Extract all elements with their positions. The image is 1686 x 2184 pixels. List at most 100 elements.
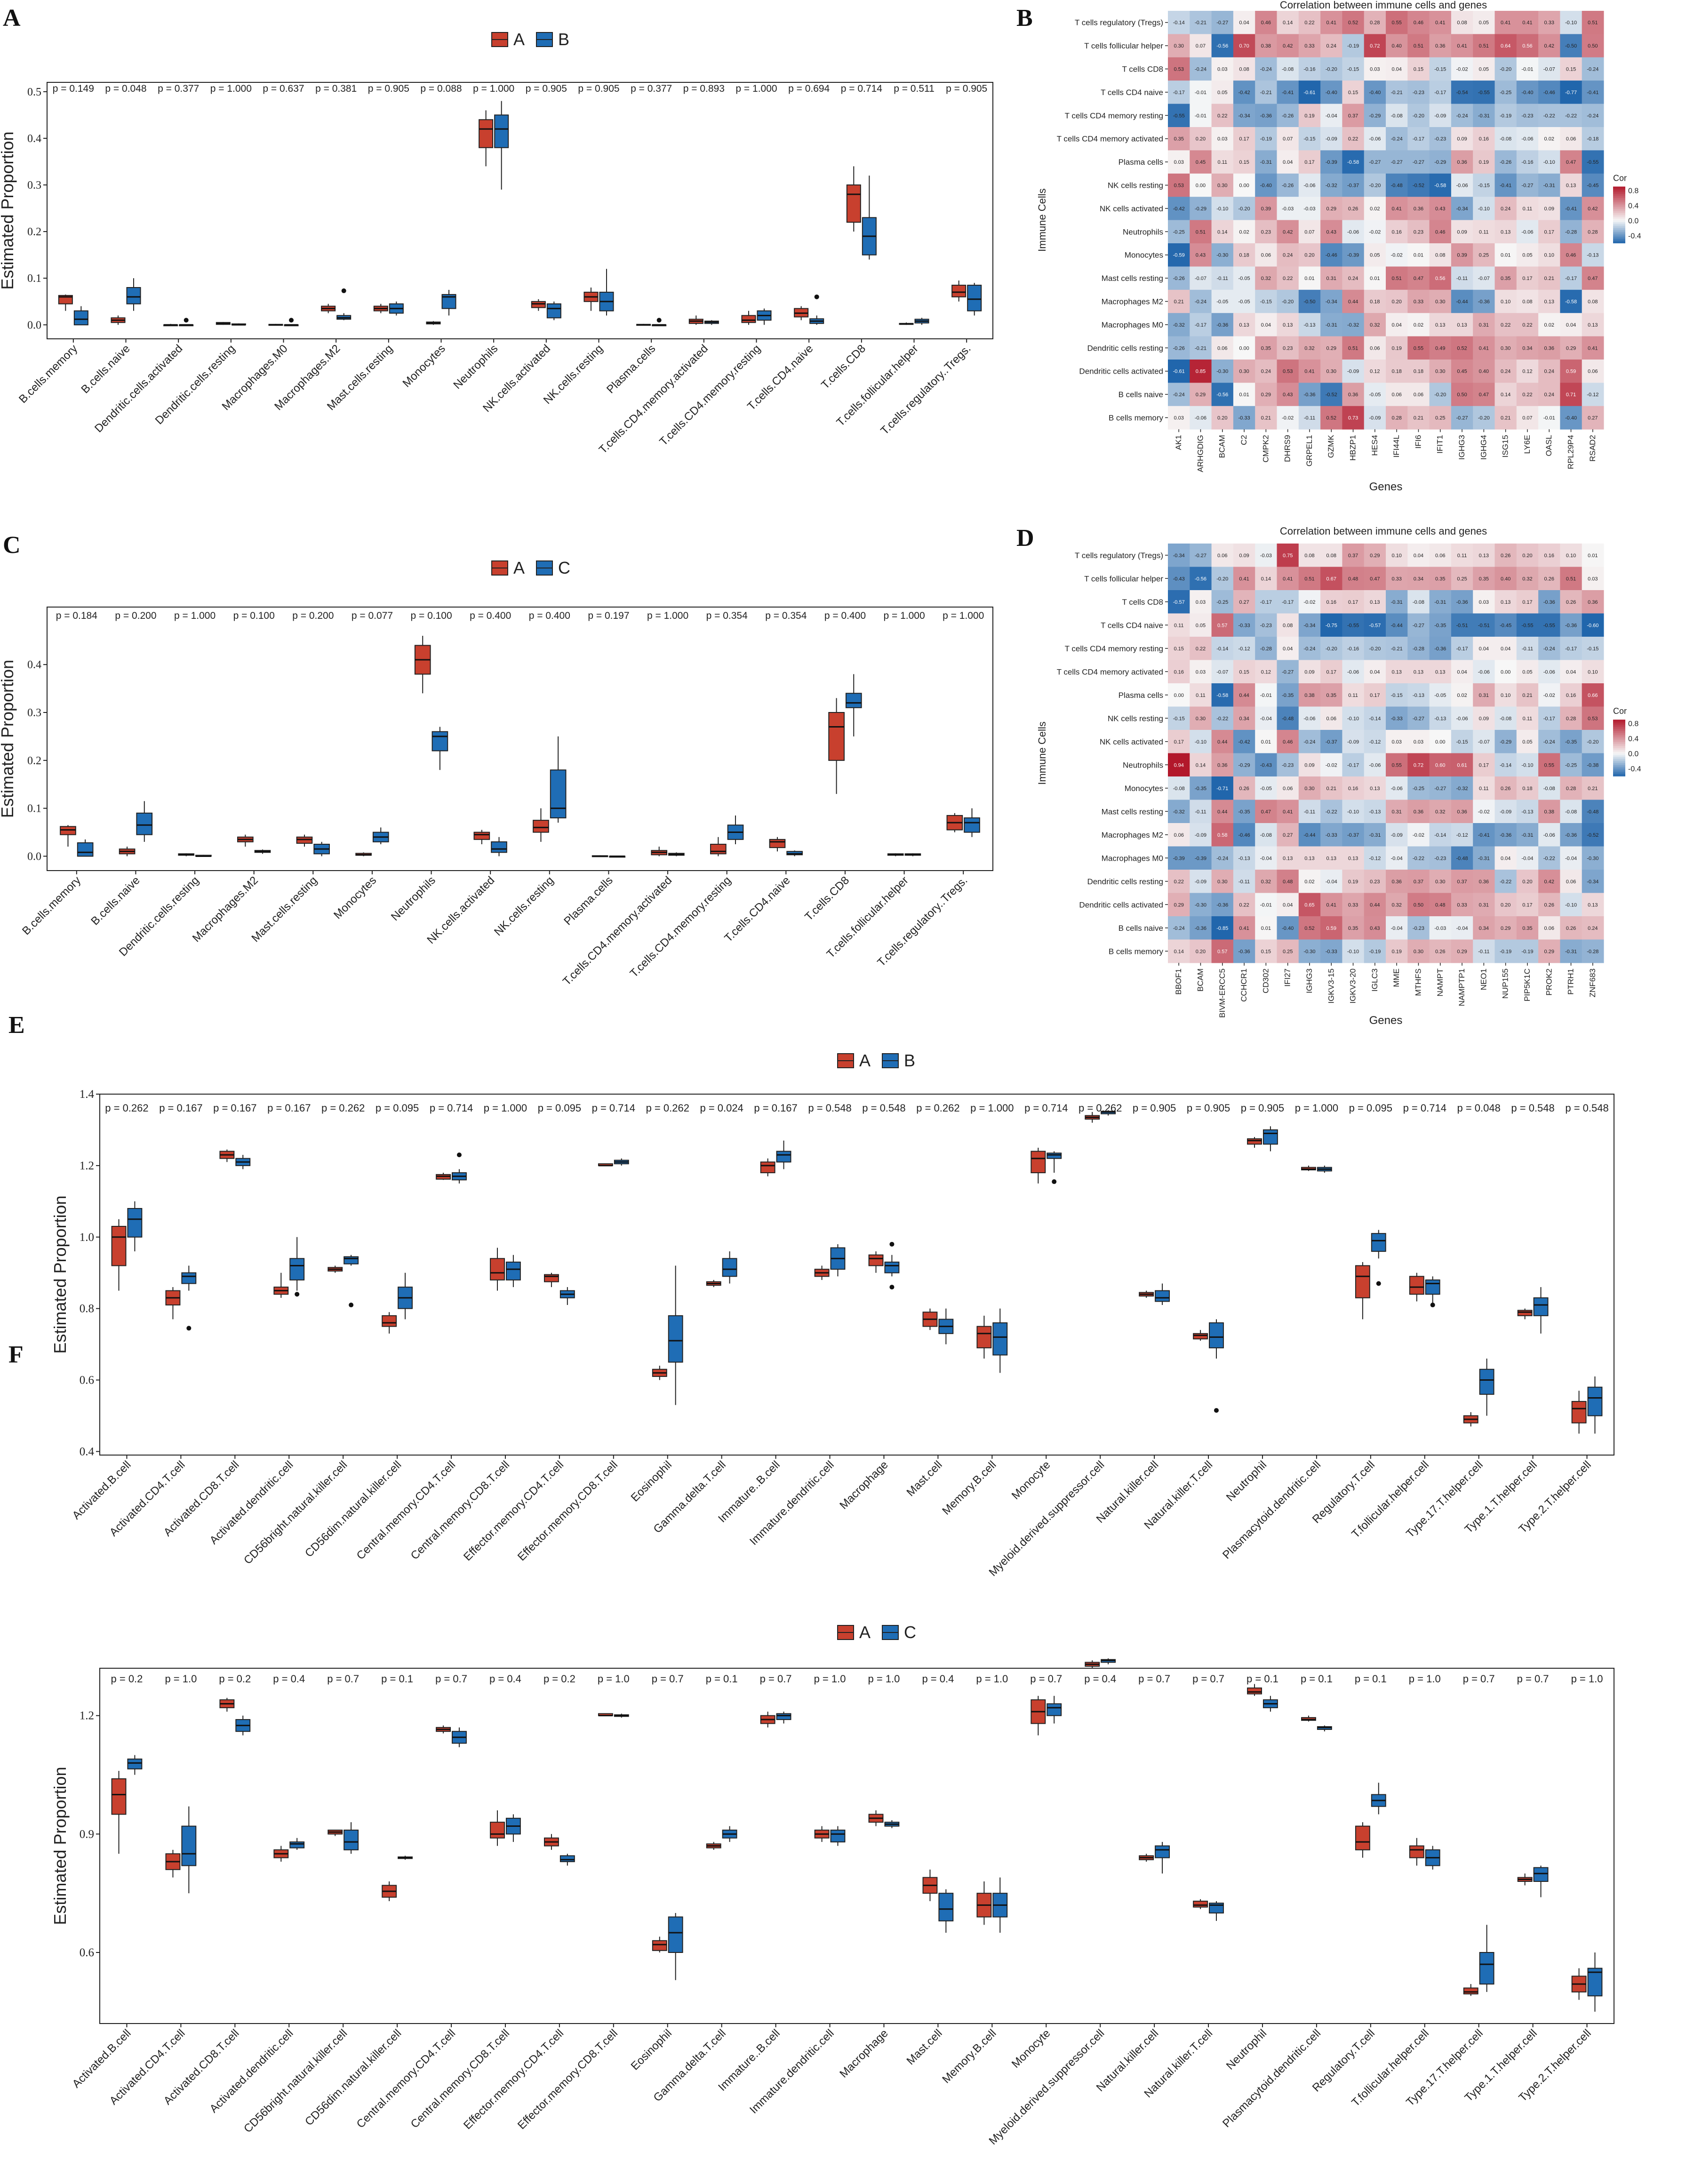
heatmap-cell (1494, 313, 1517, 337)
p-value-label: p = 0.1 (381, 1673, 413, 1685)
heatmap-cell-value: 0.04 (1283, 160, 1293, 165)
heatmap-cell (1538, 567, 1560, 591)
heatmap-col-label: BCAM (1218, 435, 1227, 458)
heatmap-cell (1277, 383, 1299, 407)
heatmap-cell-value: -0.08 (1500, 136, 1511, 142)
box-c (289, 1841, 305, 1848)
legend-gradient-step (1613, 763, 1625, 765)
y-tick-label: 0.4 (80, 1445, 95, 1458)
heatmap-cell-value: -0.17 (1195, 322, 1207, 328)
heatmap-cell-value: 0.20 (1522, 553, 1532, 559)
p-value-label: p = 0.095 (376, 1102, 419, 1114)
heatmap-cell-value: 0.48 (1283, 879, 1293, 885)
heatmap-cell (1364, 266, 1386, 290)
legend-gradient-step (1613, 721, 1625, 724)
heatmap-cell (1451, 336, 1473, 360)
heatmap-cell-value: -0.17 (1543, 716, 1555, 721)
legend-gradient-step (1613, 237, 1625, 240)
heatmap-cell-value: -0.35 (1434, 623, 1446, 628)
heatmap-cell (1190, 613, 1212, 637)
heatmap-cell-value: 0.33 (1414, 299, 1423, 305)
heatmap-cell-value: 0.60 (1435, 762, 1445, 768)
heatmap-cell (1320, 406, 1342, 430)
heatmap-cell (1516, 150, 1539, 174)
x-tick-label: B.cells.naive (88, 874, 142, 928)
heatmap-cell (1451, 197, 1473, 221)
x-tick-label: Effector.memory.CD4.T.cell (461, 2027, 566, 2132)
heatmap-cell-value: 0.26 (1435, 949, 1445, 954)
heatmap-cell-value: -0.56 (1195, 576, 1207, 582)
heatmap-cell-value: -0.16 (1347, 646, 1359, 652)
heatmap-cell-value: 0.04 (1261, 322, 1271, 328)
heatmap-cell (1298, 266, 1321, 290)
heatmap-cell-value: 0.13 (1435, 669, 1445, 675)
heatmap-cell-value: 0.07 (1283, 136, 1293, 142)
heatmap-cell (1386, 266, 1408, 290)
heatmap-cell (1168, 800, 1190, 824)
heatmap-cell (1342, 730, 1365, 753)
box-c (845, 693, 862, 708)
legend-gradient-step (1613, 768, 1625, 771)
legend-label-b: B (558, 30, 569, 49)
x-tick-label: Eosinophil (629, 2027, 674, 2072)
heatmap-cell-value: -0.34 (1173, 553, 1185, 559)
heatmap-cell-value: 0.22 (1501, 322, 1510, 328)
heatmap-cell (1211, 823, 1234, 847)
heatmap-cell-value: -0.17 (1260, 600, 1272, 605)
p-value-label: p = 0.1 (1355, 1673, 1387, 1685)
heatmap-cell (1364, 80, 1386, 104)
heatmap-cell-value: 0.08 (1522, 299, 1532, 305)
heatmap-cell-value: 0.22 (1283, 276, 1293, 281)
heatmap-cell-value: 0.38 (1304, 693, 1314, 698)
heatmap-cell-value: -0.02 (1413, 832, 1424, 838)
heatmap-cell-value: 0.47 (1479, 392, 1489, 398)
heatmap-cell-value: -0.25 (1500, 90, 1511, 96)
heatmap-cell-value: -0.06 (1543, 669, 1555, 675)
p-value-label: p = 0.7 (760, 1673, 792, 1685)
p-value-label: p = 1.0 (814, 1673, 846, 1685)
x-tick-label: B.cells.memory (16, 342, 80, 406)
box-b (73, 310, 88, 326)
heatmap-cell (1298, 313, 1321, 337)
legend-gradient-step (1613, 186, 1625, 189)
heatmap-cell-value: -0.55 (1521, 623, 1533, 628)
heatmap-cell (1277, 916, 1299, 940)
box-c (1047, 1703, 1062, 1716)
heatmap-cell-value: 0.41 (1391, 206, 1401, 212)
p-value-label: p = 0.694 (788, 83, 830, 94)
heatmap-row-label: Macrophages M2 (1102, 831, 1163, 840)
heatmap-cell-value: 0.22 (1239, 902, 1249, 908)
heatmap-cell-value: 0.18 (1522, 786, 1532, 792)
heatmap-cell-value: -0.39 (1173, 856, 1185, 861)
p-value-label: p = 1.0 (1571, 1673, 1603, 1685)
legend-gradient-step (1613, 736, 1625, 739)
heatmap-cell (1233, 34, 1255, 58)
heatmap-cell (1451, 706, 1473, 730)
heatmap-cell-value: 0.35 (1435, 576, 1445, 582)
heatmap-cell-value: -0.38 (1587, 762, 1598, 768)
heatmap-cell (1298, 753, 1321, 777)
heatmap-cell (1298, 336, 1321, 360)
heatmap-cell-value: -0.20 (1500, 67, 1511, 72)
heatmap-row-label: Dendritic cells resting (1087, 877, 1163, 886)
heatmap-cell (1451, 313, 1473, 337)
heatmap-cell (1429, 613, 1452, 637)
heatmap-cell (1516, 660, 1539, 684)
heatmap-cell-value: -0.27 (1369, 160, 1381, 165)
heatmap-cell (1168, 220, 1190, 244)
heatmap-cell (1451, 11, 1473, 34)
heatmap-cell-value: 0.09 (1479, 716, 1489, 721)
heatmap-cell-value: 0.03 (1479, 600, 1489, 605)
legend-gradient-step (1613, 757, 1625, 760)
heatmap-cell-value: 0.04 (1391, 322, 1401, 328)
heatmap-cell (1538, 313, 1560, 337)
heatmap-cell (1298, 80, 1321, 104)
heatmap-cell (1451, 360, 1473, 383)
heatmap-cell-value: 0.05 (1479, 67, 1489, 72)
heatmap-cell (1211, 637, 1234, 660)
heatmap-cell (1233, 220, 1255, 244)
p-value-label: p = 0.714 (592, 1102, 635, 1114)
heatmap-col-label: ARHGDIG (1196, 435, 1205, 472)
heatmap-cell-value: -0.11 (1304, 809, 1315, 815)
heatmap-cell-value: -0.10 (1565, 902, 1577, 908)
